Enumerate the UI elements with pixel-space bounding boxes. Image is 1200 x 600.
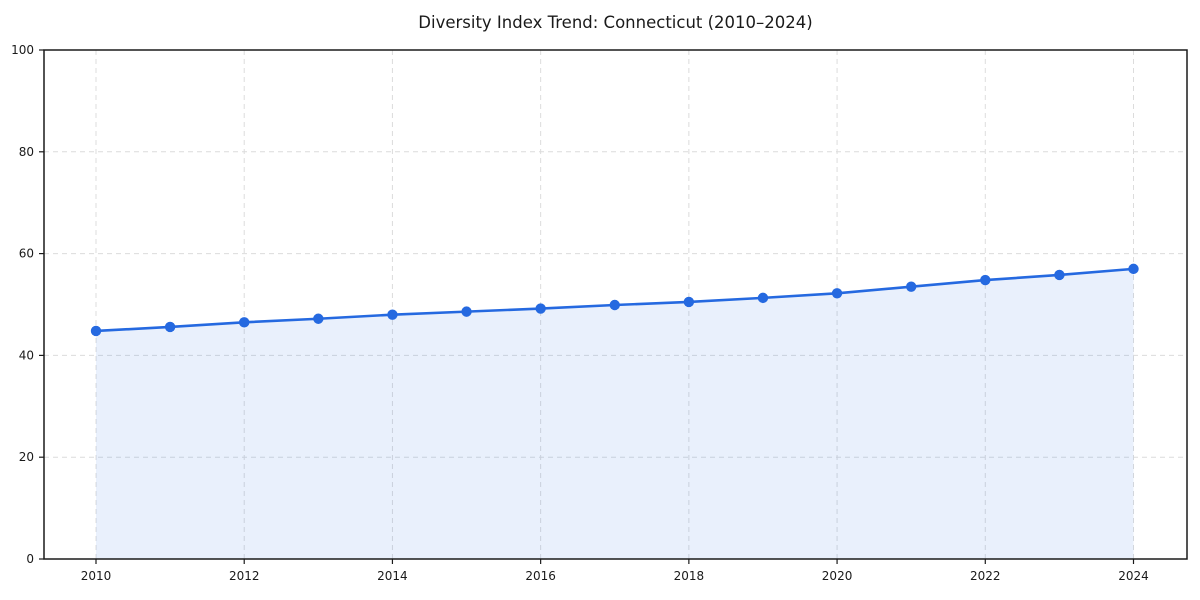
x-tick-label: 2024	[1118, 569, 1149, 583]
y-tick-label: 20	[19, 450, 34, 464]
x-tick-label: 2018	[674, 569, 705, 583]
x-tick-label: 2016	[525, 569, 556, 583]
x-tick-label: 2022	[970, 569, 1001, 583]
y-tick-label: 100	[11, 43, 34, 57]
chart-title: Diversity Index Trend: Connecticut (2010…	[418, 13, 813, 32]
y-tick-label: 40	[19, 348, 34, 362]
x-tick-label: 2012	[229, 569, 260, 583]
data-point	[387, 309, 398, 320]
y-tick-label: 80	[19, 145, 34, 159]
data-point	[905, 281, 917, 292]
data-point	[164, 321, 176, 333]
y-tick-label: 0	[26, 552, 34, 566]
data-point	[1128, 263, 1139, 275]
data-point	[683, 296, 695, 308]
data-point	[90, 325, 102, 337]
x-tick-label: 2020	[822, 569, 853, 583]
data-point	[535, 303, 546, 314]
data-point	[980, 274, 991, 286]
data-point	[239, 317, 250, 328]
y-tick-label: 60	[19, 247, 34, 261]
x-tick-label: 2014	[377, 569, 408, 583]
data-point	[1054, 269, 1065, 281]
data-point	[609, 299, 620, 311]
data-point	[313, 313, 324, 324]
data-point	[757, 292, 769, 304]
x-tick-label: 2010	[81, 569, 112, 583]
data-point	[461, 306, 472, 317]
plot-border	[43, 49, 1188, 560]
data-point	[831, 288, 843, 299]
area-fill	[96, 268, 1134, 559]
